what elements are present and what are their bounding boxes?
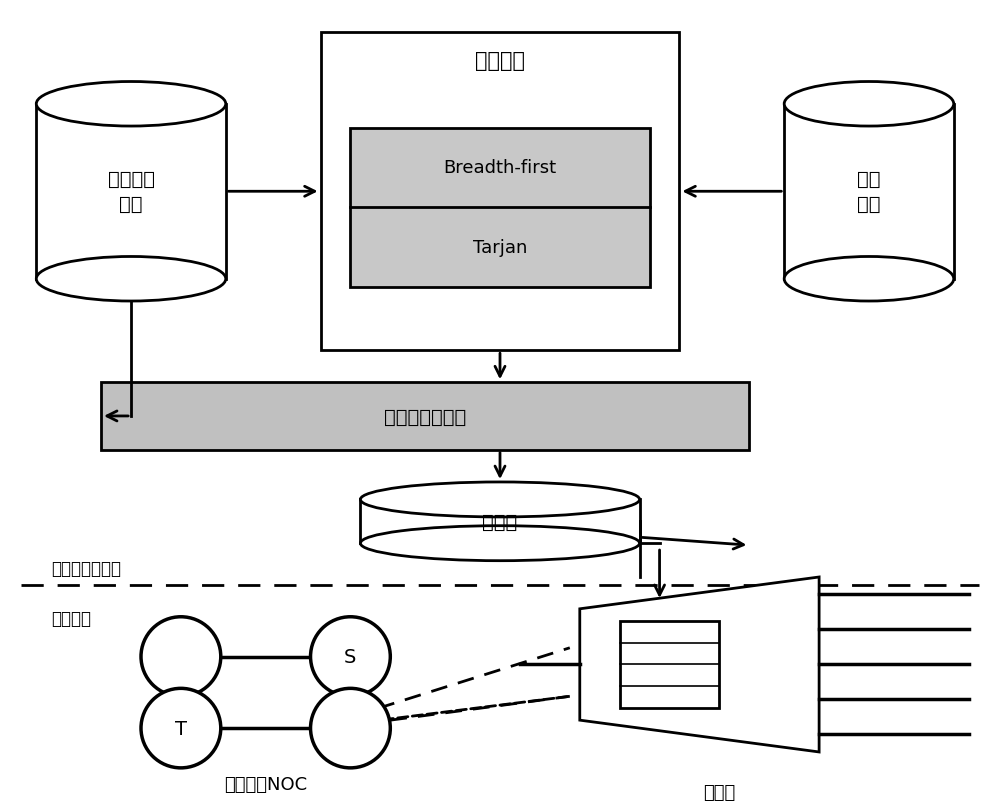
FancyBboxPatch shape — [350, 128, 650, 287]
Text: 路由算法: 路由算法 — [475, 51, 525, 71]
Text: 故障链路
配置: 故障链路 配置 — [108, 170, 155, 214]
Ellipse shape — [36, 83, 226, 127]
Ellipse shape — [36, 257, 226, 302]
Polygon shape — [36, 104, 226, 279]
Polygon shape — [580, 577, 819, 752]
Polygon shape — [784, 104, 954, 279]
Text: 在线路由: 在线路由 — [51, 609, 91, 627]
Ellipse shape — [784, 83, 954, 127]
Text: 路由表: 路由表 — [482, 512, 518, 531]
Ellipse shape — [360, 526, 640, 561]
FancyBboxPatch shape — [101, 383, 749, 450]
FancyBboxPatch shape — [620, 621, 719, 708]
Ellipse shape — [360, 483, 640, 517]
Text: Breadth-first: Breadth-first — [443, 159, 557, 177]
Text: S: S — [344, 647, 357, 666]
Polygon shape — [360, 499, 640, 544]
Text: 节点
信息: 节点 信息 — [857, 170, 881, 214]
Text: 交换机: 交换机 — [703, 783, 736, 801]
Ellipse shape — [141, 688, 221, 768]
Text: 片上网络NOC: 片上网络NOC — [224, 775, 307, 793]
FancyBboxPatch shape — [320, 33, 679, 351]
Ellipse shape — [784, 257, 954, 302]
Text: 避免死锁的规则: 避免死锁的规则 — [384, 407, 466, 426]
Text: Tarjan: Tarjan — [473, 238, 527, 257]
Ellipse shape — [311, 688, 390, 768]
Ellipse shape — [141, 617, 221, 696]
Ellipse shape — [311, 617, 390, 696]
Text: T: T — [175, 719, 187, 738]
Text: 离线生成路由表: 离线生成路由表 — [51, 560, 121, 577]
